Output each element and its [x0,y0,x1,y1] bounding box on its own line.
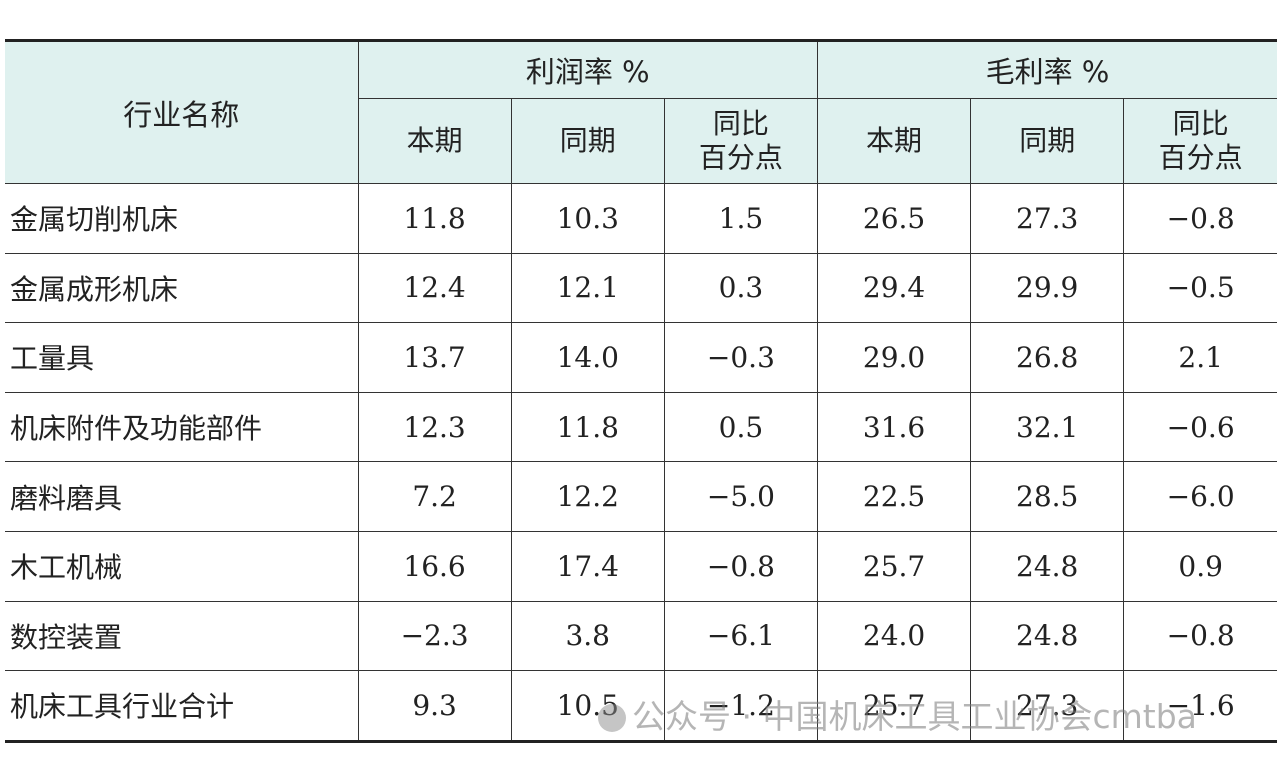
data-cell: 16.6 [357,530,512,602]
data-row: 工量具 13.7 14.0 −0.3 29.0 26.8 2.1 [5,322,1277,393]
data-table: 行业名称 利润率 % 毛利率 % 本期 同期 同比 百分点 本期 同期 同比 百分点 金属切削机床 1… [5,39,1277,743]
data-cell: 2.1 [1123,322,1277,393]
data-cell: 32.1 [970,391,1125,463]
header-cell: 行业名称 [5,40,359,184]
row-name: 工量具 [5,322,359,393]
subheader-line: 同期 [1019,124,1076,157]
data-row: 机床工具行业合计 9.3 10.5 −1.2 25.7 27.3 −1.6 [5,670,1277,742]
subheader-line: 百分点 [1158,141,1243,174]
data-cell: 1.5 [663,183,818,254]
table-head: 行业名称 利润率 % 毛利率 % 本期 同期 同比 百分点 本期 同期 同比 百分点 [5,40,1277,184]
data-row: 机床附件及功能部件 12.3 11.8 0.5 31.6 32.1 −0.6 [5,391,1277,463]
data-cell: −0.5 [1123,252,1277,324]
subheader-cell: 同比 百分点 [663,98,818,184]
data-cell: 25.7 [816,530,972,602]
data-row: 数控装置 −2.3 3.8 −6.1 24.0 24.8 −0.8 [5,600,1277,672]
subheader-line: 百分点 [698,141,783,174]
row-name: 金属切削机床 [5,183,359,254]
subheader-line: 同比 [1172,107,1229,140]
data-cell: 29.0 [816,322,972,393]
subheader-line: 同比 [712,107,769,140]
data-cell: 12.3 [357,391,512,463]
group-header: 利润率 % [357,40,818,99]
data-cell: −1.6 [1123,670,1277,742]
data-cell: 22.5 [816,461,972,532]
subheader-row: 本期 同期 同比 百分点 本期 同期 同比 百分点 [5,98,1277,184]
data-cell: 24.0 [816,600,972,672]
table-body: 金属切削机床 11.8 10.3 1.5 26.5 27.3 −0.8 金属成形机床 12.4 1… [5,183,1277,742]
data-cell: 13.7 [357,322,512,393]
data-cell: 25.7 [816,670,972,742]
data-cell: −0.8 [663,530,818,602]
data-cell: 28.5 [970,461,1125,532]
data-cell: 31.6 [816,391,972,463]
data-cell: 11.8 [510,391,665,463]
data-cell: 24.8 [970,530,1125,602]
row-name: 数控装置 [5,600,359,672]
row-name: 磨料磨具 [5,461,359,532]
data-cell: 17.4 [510,530,665,602]
data-cell: 29.9 [970,252,1125,324]
data-row: 磨料磨具 7.2 12.2 −5.0 22.5 28.5 −6.0 [5,461,1277,532]
watermark: 公众号 · 中国机床工具工业协会cmtba [598,690,1197,738]
data-cell: 14.0 [510,322,665,393]
data-cell: −0.8 [1123,183,1277,254]
watermark-text: 公众号 · 中国机床工具工业协会cmtba [632,697,1197,736]
data-cell: 12.1 [510,252,665,324]
data-cell: −6.1 [663,600,818,672]
subheader-line: 本期 [406,124,463,157]
data-cell: 24.8 [970,600,1125,672]
data-cell: 3.8 [510,600,665,672]
data-cell: −5.0 [663,461,818,532]
data-cell: −0.3 [663,322,818,393]
data-cell: 27.3 [970,183,1125,254]
subheader-cell: 同期 [510,98,665,184]
row-name: 金属成形机床 [5,252,359,324]
data-cell: 9.3 [357,670,512,742]
row-name: 机床工具行业合计 [5,670,359,742]
data-cell: 26.8 [970,322,1125,393]
data-cell: 26.5 [816,183,972,254]
subheader-cell: 同比 百分点 [1123,98,1277,184]
watermark-icon [598,704,626,732]
table-wrap: 行业名称 利润率 % 毛利率 % 本期 同期 同比 百分点 本期 同期 同比 百分点 金属切削机床 1… [5,39,1277,743]
data-cell: 11.8 [357,183,512,254]
data-cell: −1.2 [663,670,818,742]
data-cell: 27.3 [970,670,1125,742]
data-cell: 12.2 [510,461,665,532]
data-cell: −2.3 [357,600,512,672]
data-cell: 7.2 [357,461,512,532]
data-cell: 0.3 [663,252,818,324]
data-cell: 29.4 [816,252,972,324]
data-cell: −0.8 [1123,600,1277,672]
row-name: 木工机械 [5,530,359,602]
data-cell: −6.0 [1123,461,1277,532]
subheader-cell: 同期 [970,98,1125,184]
data-row: 木工机械 16.6 17.4 −0.8 25.7 24.8 0.9 [5,530,1277,602]
data-cell: 12.4 [357,252,512,324]
row-name: 机床附件及功能部件 [5,391,359,463]
data-cell: 0.5 [663,391,818,463]
data-cell: 0.9 [1123,530,1277,602]
subheader-line: 同期 [559,124,616,157]
header-row: 行业名称 利润率 % 毛利率 % [5,40,1277,184]
subheader-cell: 本期 [816,98,972,184]
subheader-cell: 本期 [358,98,512,184]
data-row: 金属切削机床 11.8 10.3 1.5 26.5 27.3 −0.8 [5,183,1277,254]
data-cell: 10.3 [510,183,665,254]
subheader-line: 本期 [866,124,923,157]
data-row: 金属成形机床 12.4 12.1 0.3 29.4 29.9 −0.5 [5,252,1277,324]
group-header: 毛利率 % [816,40,1277,99]
data-cell: −0.6 [1123,391,1277,463]
